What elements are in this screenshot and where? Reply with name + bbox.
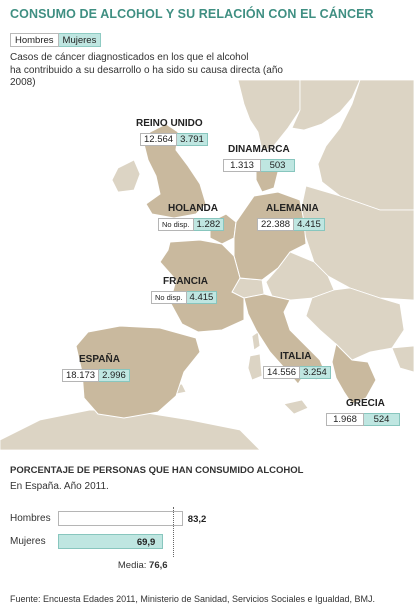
bar-label-hombres: Hombres: [10, 513, 51, 524]
europe-map: [0, 80, 414, 450]
country-values: 18.173 2.996: [62, 369, 130, 382]
country-name: GRECIA: [346, 398, 385, 409]
legend-hombres: Hombres: [10, 33, 59, 47]
country-name: HOLANDA: [168, 203, 218, 214]
value-mujeres: 3.791: [177, 133, 208, 146]
media-line: [172, 507, 174, 557]
media-label: Media: 76,6: [118, 560, 168, 571]
media-label-text: Media:: [117, 560, 147, 571]
value-hombres: 1.313: [223, 159, 261, 172]
legend-mujeres: Mujeres: [58, 33, 102, 47]
country-values: No disp. 4.415: [151, 291, 218, 304]
country-values: 1.313 503: [223, 159, 295, 172]
country-values: 22.388 4.415: [257, 218, 325, 231]
value-mujeres: 2.996: [99, 369, 130, 382]
value-mujeres: 4.415: [186, 291, 218, 304]
value-mujeres: 4.415: [294, 218, 325, 231]
value-hombres: No disp.: [151, 291, 187, 304]
country-values: 14.556 3.254: [263, 366, 331, 379]
country-name: ALEMANIA: [266, 203, 319, 214]
map-highlighted-countries: [75, 123, 377, 427]
source-note: Fuente: Encuesta Edades 2011, Ministerio…: [10, 594, 376, 604]
value-mujeres: 3.254: [300, 366, 331, 379]
country-values: No disp. 1.282: [158, 218, 225, 231]
bar-chart-subtitle: En España. Año 2011.: [10, 481, 109, 492]
bar-label-mujeres: Mujeres: [10, 536, 46, 547]
bar-mujeres: [58, 534, 163, 549]
map-francia: [159, 239, 245, 333]
country-name: DINAMARCA: [228, 144, 290, 155]
country-name: REINO UNIDO: [136, 118, 203, 129]
map-background-land: [0, 80, 414, 450]
country-name: FRANCIA: [163, 276, 208, 287]
media-value: 76,6: [149, 560, 168, 571]
value-mujeres: 1.282: [193, 218, 225, 231]
value-hombres: 14.556: [263, 366, 301, 379]
bar-value-mujeres: 69,9: [136, 537, 156, 548]
value-mujeres: 524: [364, 413, 400, 426]
value-mujeres: 503: [261, 159, 295, 172]
value-hombres: 12.564: [140, 133, 178, 146]
page-title: CONSUMO DE ALCOHOL Y SU RELACIÓN CON EL …: [10, 7, 374, 21]
bar-chart-title: PORCENTAJE DE PERSONAS QUE HAN CONSUMIDO…: [10, 465, 304, 476]
value-hombres: No disp.: [158, 218, 194, 231]
value-hombres: 22.388: [257, 218, 295, 231]
country-name: ESPAÑA: [79, 354, 120, 365]
map-subtitle: Casos de cáncer diagnosticados en los qu…: [10, 52, 310, 90]
country-name: ITALIA: [280, 351, 312, 362]
value-hombres: 18.173: [62, 369, 100, 382]
bar-hombres: [58, 511, 183, 526]
subtitle-line-2: ha contribuido a su desarrollo o ha sido…: [10, 64, 283, 89]
country-values: 12.564 3.791: [140, 133, 208, 146]
bar-value-hombres: 83,2: [187, 514, 207, 525]
legend: Hombres Mujeres: [10, 33, 102, 47]
country-values: 1.968 524: [326, 413, 400, 426]
map-grecia: [331, 343, 377, 405]
subtitle-line-1: Casos de cáncer diagnosticados en los qu…: [10, 52, 249, 63]
value-hombres: 1.968: [326, 413, 364, 426]
